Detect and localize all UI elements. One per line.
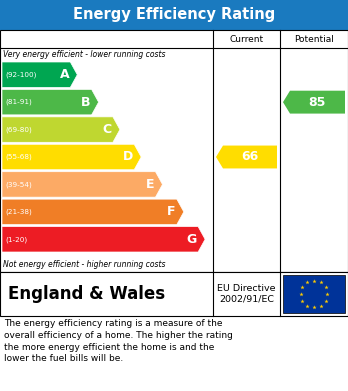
Text: EU Directive
2002/91/EC: EU Directive 2002/91/EC	[217, 284, 276, 304]
Text: D: D	[123, 151, 133, 163]
Text: F: F	[167, 205, 176, 218]
Text: E: E	[146, 178, 155, 191]
Text: (81-91): (81-91)	[5, 99, 32, 106]
Text: 66: 66	[241, 151, 258, 163]
Polygon shape	[2, 226, 205, 252]
Bar	[0, 30, 348, 272]
Text: (69-80): (69-80)	[5, 126, 32, 133]
Bar	[0, 272, 348, 316]
Text: (39-54): (39-54)	[5, 181, 32, 188]
Text: 85: 85	[308, 96, 326, 109]
Polygon shape	[2, 144, 141, 170]
Text: (55-68): (55-68)	[5, 154, 32, 160]
Bar	[283, 275, 345, 313]
Text: Current: Current	[229, 34, 263, 43]
Text: G: G	[187, 233, 197, 246]
Polygon shape	[2, 90, 98, 115]
Polygon shape	[2, 62, 77, 88]
Text: Not energy efficient - higher running costs: Not energy efficient - higher running co…	[3, 260, 166, 269]
Polygon shape	[2, 172, 163, 197]
Text: England & Wales: England & Wales	[8, 285, 165, 303]
Text: Energy Efficiency Rating: Energy Efficiency Rating	[73, 7, 275, 23]
Polygon shape	[216, 145, 277, 169]
Polygon shape	[2, 117, 120, 142]
Text: Potential: Potential	[294, 34, 334, 43]
Polygon shape	[2, 199, 184, 224]
Polygon shape	[283, 91, 345, 114]
Text: The energy efficiency rating is a measure of the
overall efficiency of a home. T: The energy efficiency rating is a measur…	[4, 319, 233, 363]
Text: (1-20): (1-20)	[5, 236, 27, 242]
Text: (21-38): (21-38)	[5, 209, 32, 215]
Bar	[0, 0, 348, 30]
Text: Very energy efficient - lower running costs: Very energy efficient - lower running co…	[3, 50, 166, 59]
Text: B: B	[81, 96, 90, 109]
Text: (92-100): (92-100)	[5, 72, 37, 78]
Text: A: A	[60, 68, 69, 81]
Text: C: C	[103, 123, 112, 136]
